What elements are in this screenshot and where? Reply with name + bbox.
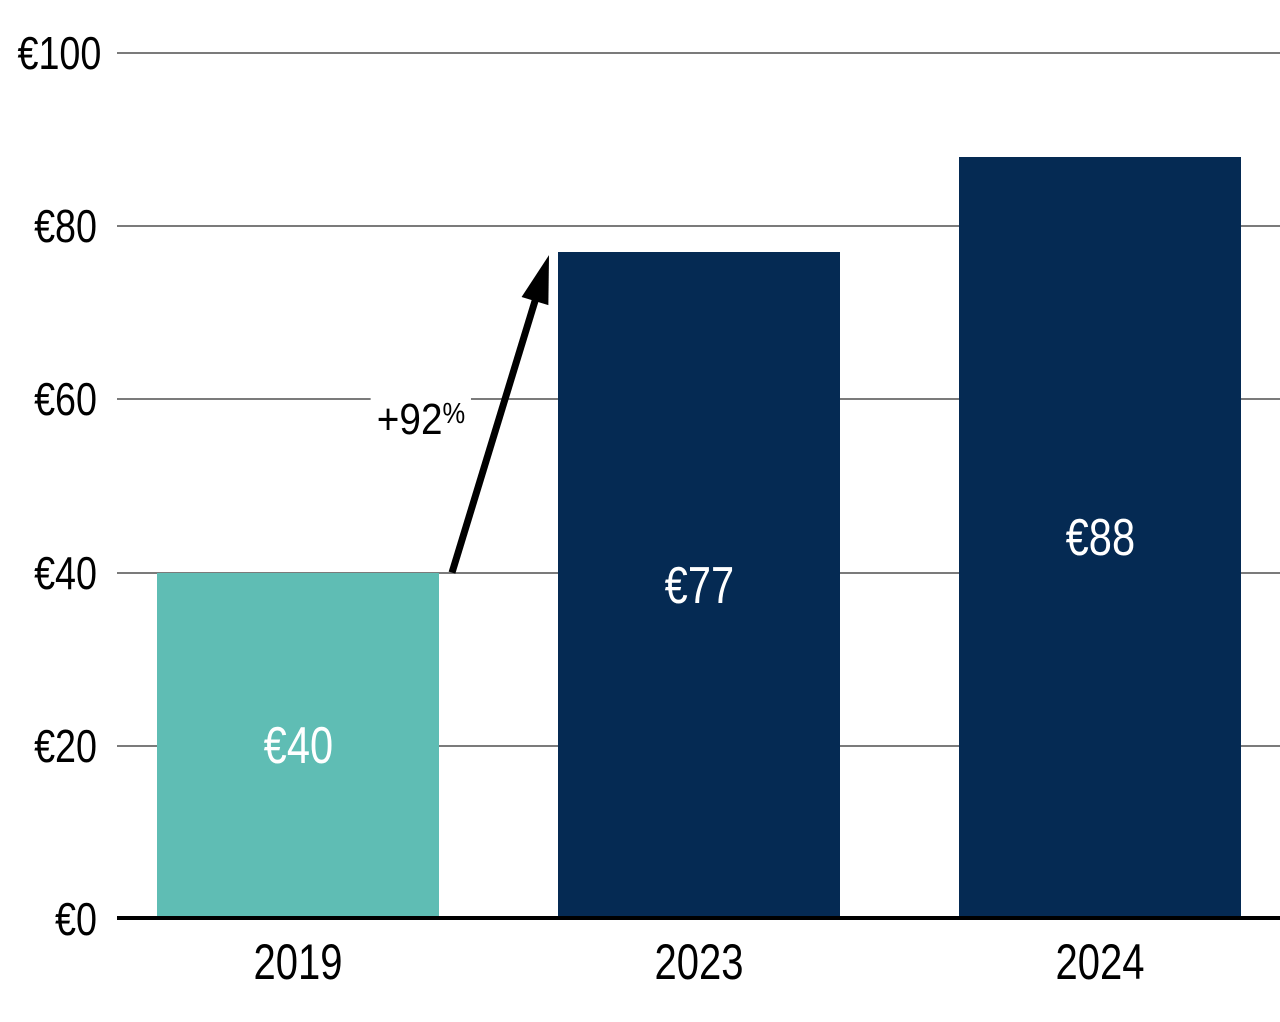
y-tick-label-0: €0 — [55, 893, 97, 945]
bar-value-label-2023: €77 — [664, 556, 734, 615]
y-tick-label-40: €40 — [34, 546, 97, 599]
y-tick-label-60: €60 — [34, 373, 97, 426]
x-tick-label-2019: 2019 — [253, 934, 343, 990]
percent-sign-superscript: % — [441, 397, 465, 430]
x-axis-line — [117, 916, 1280, 920]
gridline-80 — [117, 225, 1280, 228]
bar-value-label-2024: €88 — [1065, 508, 1135, 567]
bar-2023: €77 — [558, 252, 840, 919]
y-tick-label-100: €100 — [17, 27, 102, 79]
gridline-100 — [117, 52, 1280, 54]
y-tick-label-20: €20 — [34, 719, 97, 772]
growth-annotation-label: +92% — [370, 388, 471, 445]
bar-2024: €88 — [959, 156, 1241, 919]
bar-value-label-2019: €40 — [263, 716, 333, 775]
x-tick-label-2024: 2024 — [1055, 934, 1145, 990]
y-tick-label-80: €80 — [34, 200, 97, 253]
bar-2019: €40 — [157, 572, 439, 919]
x-tick-label-2023: 2023 — [654, 934, 744, 990]
growth-annotation-value: +92 — [376, 394, 442, 444]
growth-arrow-head — [521, 255, 549, 306]
